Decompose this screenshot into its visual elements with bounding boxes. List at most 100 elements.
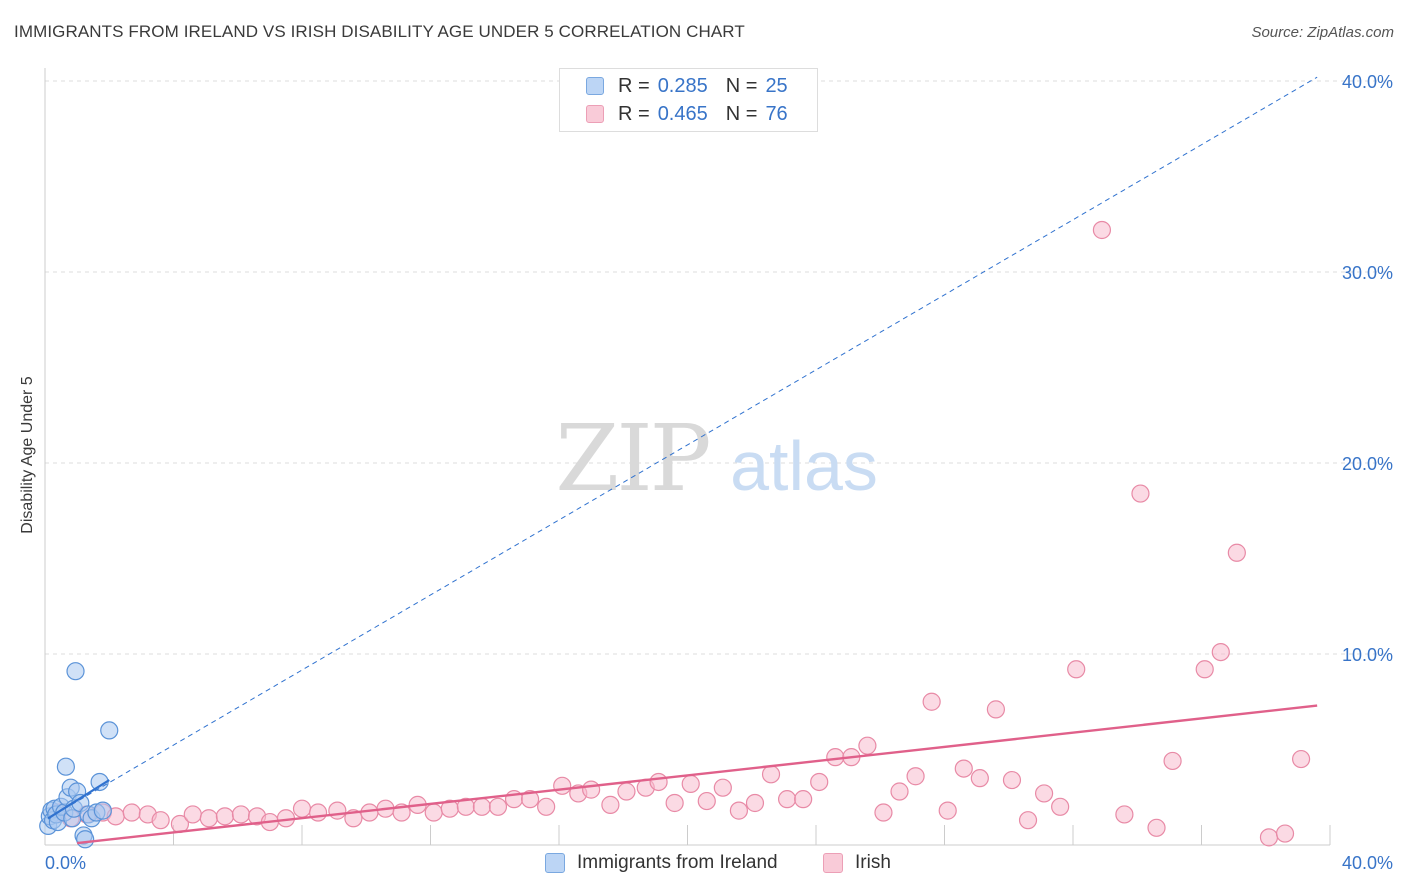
irish-point [954,759,973,778]
irish-point [1211,642,1230,662]
bottom-legend-swatch-pink [823,853,843,873]
irish-point [215,807,234,826]
legend-r-label: R = [618,102,650,125]
legend-swatch-pink [586,105,604,123]
irish-point [1163,751,1182,771]
legend-row-irish: R = 0.465 N = 76 [586,103,788,125]
irish-point [794,790,813,809]
irish-point [890,782,909,801]
bottom-legend: Immigrants from Ireland Irish [0,852,1406,876]
gridlines [45,80,1392,655]
watermark-atlas: atlas [730,427,878,505]
irish-point [1034,784,1054,803]
x-tick-label: 40.0% [1342,853,1393,873]
bottom-legend-irish: Irish [823,852,891,874]
source-label: Source: ZipAtlas.com [1251,24,1394,41]
bottom-legend-label: Immigrants from Ireland [577,852,778,873]
irish-point [745,793,765,813]
irish-point [874,803,893,822]
legend-n-label: N = [725,74,758,97]
irish-point [649,772,668,792]
watermark-zip: ZIP [555,405,708,512]
irish-point [681,774,700,793]
trend-lines [47,76,1318,845]
legend-n-value: 76 [765,102,788,125]
irish-point [1147,818,1166,837]
irish-point [122,803,141,822]
irish-point [986,700,1006,719]
irish-point [713,778,732,797]
irish-point [1067,660,1086,679]
chart-title: IMMIGRANTS FROM IRELAND VS IRISH DISABIL… [14,22,745,41]
x-tick-labels: 0.0% 40.0% [45,853,1393,873]
ireland-trend-solid [47,779,110,820]
ireland-point [76,830,95,849]
bottom-legend-ireland: Immigrants from Ireland [545,852,778,874]
irish-point [922,692,941,711]
irish-point [537,797,556,816]
irish-point [231,805,251,824]
irish-point [424,803,443,822]
stats-legend: R = 0.285 N = 25 R = 0.465 N = 76 [559,68,818,132]
y-tick-label: 40.0% [1342,72,1393,92]
irish-point [520,790,540,809]
y-tick-labels: 10.0% 20.0% 30.0% 40.0% [1342,72,1393,665]
irish-point [1002,770,1022,790]
irish-point [151,811,170,830]
irish-point [601,795,620,814]
irish-point [1092,220,1112,240]
axes [44,68,1331,846]
legend-n-value: 25 [765,74,788,97]
irish-point [199,809,218,828]
ireland-point [100,721,119,740]
irish-point [938,801,957,820]
x-tick-label: 0.0% [45,853,86,873]
irish-point [292,799,312,818]
irish-point [328,801,347,820]
irish-point [1195,660,1214,679]
ireland-point [56,757,75,776]
irish-trend-line [76,704,1318,845]
irish-point [1259,828,1279,847]
bottom-legend-label: Irish [855,852,891,873]
irish-point [777,790,797,809]
irish-point [697,791,716,811]
irish-point [906,767,925,786]
irish-points [48,220,1311,847]
irish-point [1227,543,1246,562]
irish-point [665,793,684,813]
irish-point [617,782,636,801]
irish-point [1275,824,1295,843]
irish-point [970,769,989,788]
irish-point [1051,797,1070,816]
y-tick-label: 30.0% [1342,263,1393,283]
legend-r-label: R = [618,74,650,97]
legend-n-label: N = [725,102,758,125]
y-tick-label: 20.0% [1342,454,1393,474]
irish-point [858,736,877,755]
irish-point [1115,805,1134,824]
irish-point [1131,484,1150,503]
irish-point [826,748,845,767]
irish-point [553,776,572,795]
irish-point [810,772,829,792]
y-tick-label: 10.0% [1342,645,1393,665]
legend-swatch-blue [586,77,604,95]
bottom-legend-swatch-blue [545,853,565,873]
ireland-trend-dashed [47,76,1318,819]
ireland-point [93,801,112,820]
irish-point [1018,811,1038,830]
irish-point [472,797,491,816]
legend-r-value: 0.465 [657,102,708,125]
legend-row-ireland: R = 0.285 N = 25 [586,75,788,97]
watermark: ZIP atlas [555,405,878,512]
irish-point [761,765,781,784]
irish-point [582,780,601,799]
irish-point [488,797,508,816]
ireland-point [66,662,85,681]
legend-r-value: 0.285 [657,74,708,97]
irish-point [729,801,749,820]
irish-point [183,805,202,824]
irish-point [308,803,328,822]
